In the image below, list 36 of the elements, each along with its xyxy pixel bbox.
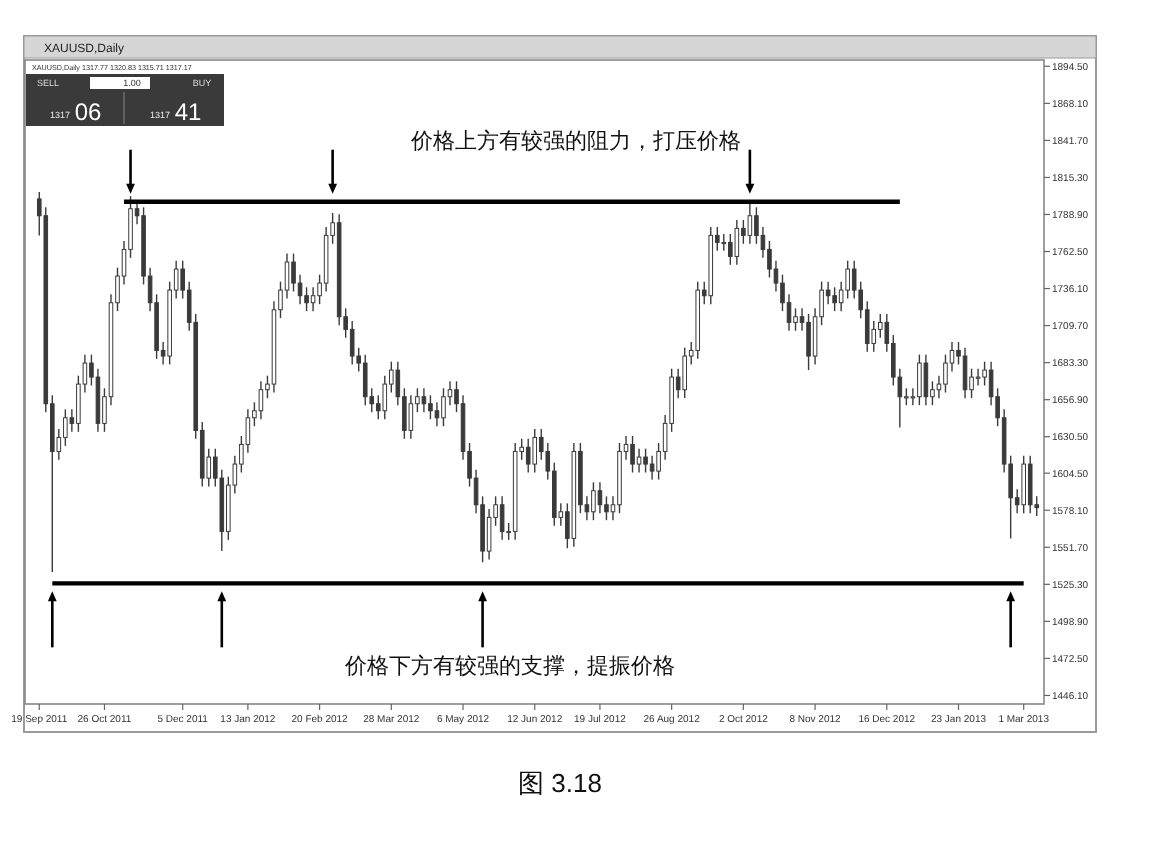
candlestick — [649, 454, 655, 481]
candlestick — [441, 387, 446, 427]
candlestick — [682, 346, 687, 399]
candlestick — [806, 313, 811, 371]
ref-line-label: 价格上方有较强的阻力，打压价格 — [409, 127, 741, 154]
candlestick — [630, 435, 635, 474]
candlestick — [499, 495, 505, 541]
candlestick — [532, 428, 538, 474]
annotation: 41 — [174, 98, 202, 126]
candlestick — [525, 438, 531, 474]
candlestick — [1021, 454, 1026, 514]
candlestick — [408, 394, 414, 440]
candlestick — [728, 233, 733, 266]
candlestick — [428, 394, 433, 420]
candlestick — [258, 380, 264, 420]
legend-label: 价格下方有较强的支撑，提振价格 — [343, 653, 675, 680]
candlestick — [975, 367, 981, 387]
candlestick — [597, 481, 603, 514]
candlestick — [382, 374, 388, 420]
caption: 图 3.18 — [518, 768, 602, 798]
candlestick — [747, 201, 753, 245]
candlestick — [877, 313, 883, 339]
candlestick — [734, 219, 740, 266]
candlestick — [643, 447, 648, 474]
candlestick — [362, 353, 368, 406]
candlestick — [793, 307, 798, 332]
candlestick — [349, 320, 355, 366]
candlestick — [421, 387, 427, 413]
candlestick — [917, 353, 922, 406]
candlestick — [832, 286, 837, 312]
candlestick — [636, 447, 642, 474]
candlestick — [923, 353, 929, 406]
annotation: 06 — [74, 98, 102, 126]
candlestick — [1027, 454, 1033, 514]
candlestick — [721, 233, 727, 252]
candlestick — [591, 481, 596, 521]
